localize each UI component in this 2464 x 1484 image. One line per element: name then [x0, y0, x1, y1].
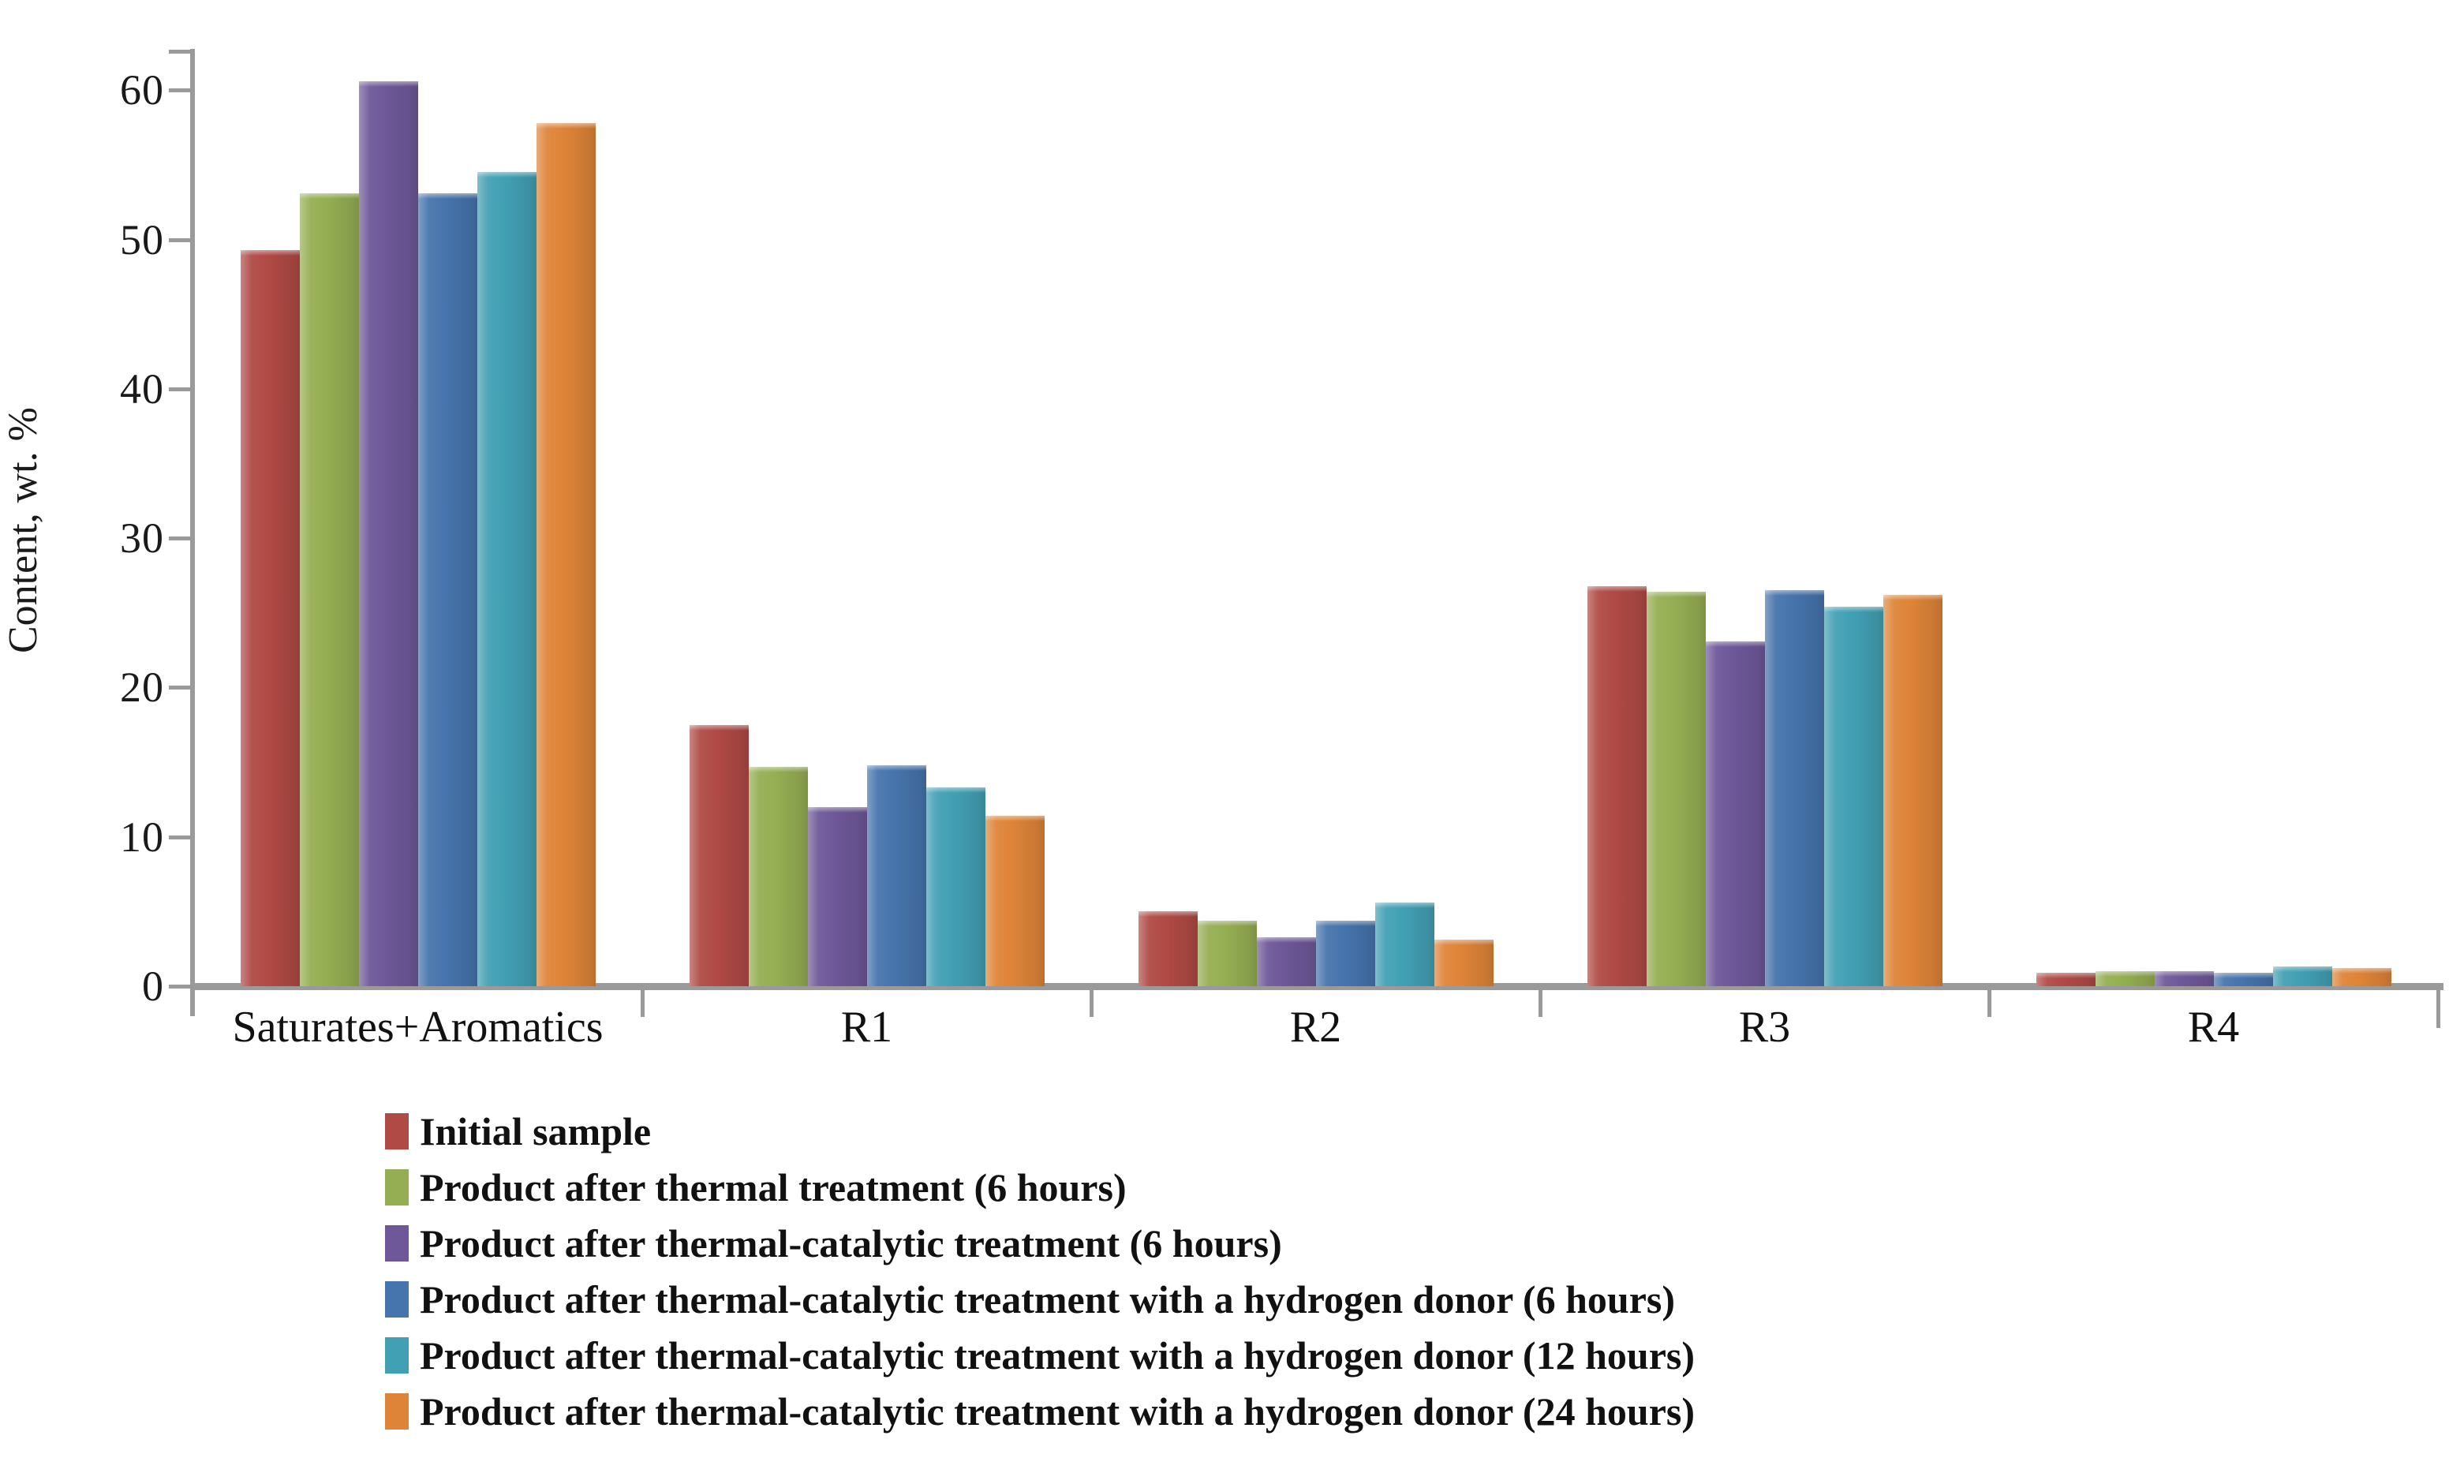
- category-group-R3: [1540, 51, 1989, 986]
- x-axis-tick: [1987, 990, 1991, 1017]
- bar-Saturates+Aromatics: [358, 80, 418, 986]
- bar-R2: [1315, 920, 1375, 986]
- bar-R3: [1705, 641, 1765, 986]
- x-axis-tick: [1539, 990, 1542, 1017]
- x-category-label: R3: [1738, 1003, 1791, 1052]
- y-tick-label: 40: [120, 364, 164, 413]
- legend-label: Product after thermal-catalytic treatmen…: [420, 1220, 1282, 1265]
- bar-R1: [748, 766, 808, 986]
- legend-item: Product after thermal-catalytic treatmen…: [385, 1327, 1695, 1383]
- x-category-label: Saturates+Aromatics: [232, 1003, 604, 1052]
- plot-area: [193, 51, 2438, 986]
- y-tick-label: 50: [120, 215, 164, 264]
- bar-R3: [1587, 585, 1647, 986]
- y-axis-tick: [169, 985, 193, 989]
- x-category-label: R1: [840, 1003, 893, 1052]
- x-axis-tick: [1090, 990, 1094, 1017]
- bar-R2: [1256, 936, 1316, 986]
- y-tick-label: 10: [120, 813, 164, 861]
- y-axis-tick: [169, 835, 193, 839]
- bar-R4: [2154, 971, 2214, 986]
- bar-R2: [1434, 940, 1494, 986]
- category-group-R4: [1989, 51, 2438, 986]
- bar-Saturates+Aromatics: [299, 193, 359, 986]
- y-axis-end-tick: [169, 50, 193, 54]
- bar-R3: [1823, 607, 1883, 986]
- bar-R3: [1646, 592, 1706, 986]
- legend-item: Product after thermal-catalytic treatmen…: [385, 1383, 1695, 1439]
- bar-Saturates+Aromatics: [240, 249, 300, 986]
- legend-label: Initial sample: [420, 1108, 652, 1153]
- legend-item: Product after thermal-catalytic treatmen…: [385, 1215, 1695, 1271]
- y-axis-tick: [169, 536, 193, 541]
- legend-item: Product after thermal-catalytic treatmen…: [385, 1271, 1695, 1327]
- bar-R2: [1197, 920, 1257, 986]
- x-category-label: R4: [2187, 1003, 2240, 1052]
- y-tick-label: 30: [120, 514, 164, 563]
- bar-R4: [2272, 966, 2332, 986]
- bar-R1: [925, 787, 985, 986]
- legend-swatch: [385, 1392, 409, 1430]
- bar-R3: [1764, 590, 1824, 986]
- x-axis-tick: [2436, 990, 2440, 1028]
- bar-R4: [2331, 968, 2391, 986]
- bar-R3: [1883, 595, 1942, 986]
- legend-item: Product after thermal treatment (6 hours…: [385, 1159, 1695, 1215]
- x-axis-tick: [641, 990, 645, 1017]
- bar-R4: [2036, 972, 2096, 986]
- legend-swatch: [385, 1224, 409, 1262]
- bar-R2: [1374, 903, 1434, 986]
- bar-R1: [689, 724, 749, 986]
- y-axis-tick: [169, 88, 193, 93]
- category-group-R1: [642, 51, 1091, 986]
- bar-Saturates+Aromatics: [417, 193, 477, 986]
- bar-Saturates+Aromatics: [536, 122, 596, 986]
- legend-swatch: [385, 1112, 409, 1149]
- y-tick-label: 0: [142, 963, 164, 1010]
- y-axis-tick: [169, 387, 193, 391]
- bar-R1: [985, 816, 1045, 986]
- bar-Saturates+Aromatics: [477, 172, 537, 986]
- y-axis-tick: [169, 237, 193, 242]
- legend-label: Product after thermal-catalytic treatmen…: [420, 1333, 1695, 1377]
- bar-R4: [2213, 972, 2273, 986]
- legend-label: Product after thermal-catalytic treatmen…: [420, 1277, 1675, 1321]
- y-tick-label: 60: [120, 66, 164, 114]
- legend-swatch: [385, 1280, 409, 1318]
- legend-label: Product after thermal-catalytic treatmen…: [420, 1389, 1695, 1434]
- bar-R4: [2095, 971, 2155, 986]
- bar-R2: [1138, 911, 1198, 986]
- legend-item: Initial sample: [385, 1103, 1695, 1159]
- y-tick-label: 20: [120, 664, 164, 712]
- category-group-Saturates+Aromatics: [193, 51, 642, 986]
- x-category-label: R2: [1289, 1003, 1342, 1052]
- legend-label: Product after thermal treatment (6 hours…: [420, 1164, 1127, 1209]
- y-axis-line: [190, 49, 195, 1016]
- legend: Initial sample Product after thermal trea…: [385, 1103, 1695, 1439]
- bar-R1: [866, 764, 926, 986]
- legend-swatch: [385, 1336, 409, 1374]
- category-group-R2: [1091, 51, 1540, 986]
- legend-swatch: [385, 1168, 409, 1206]
- bar-R1: [807, 806, 867, 986]
- x-axis-line: [190, 983, 2443, 990]
- y-axis-tick: [169, 686, 193, 690]
